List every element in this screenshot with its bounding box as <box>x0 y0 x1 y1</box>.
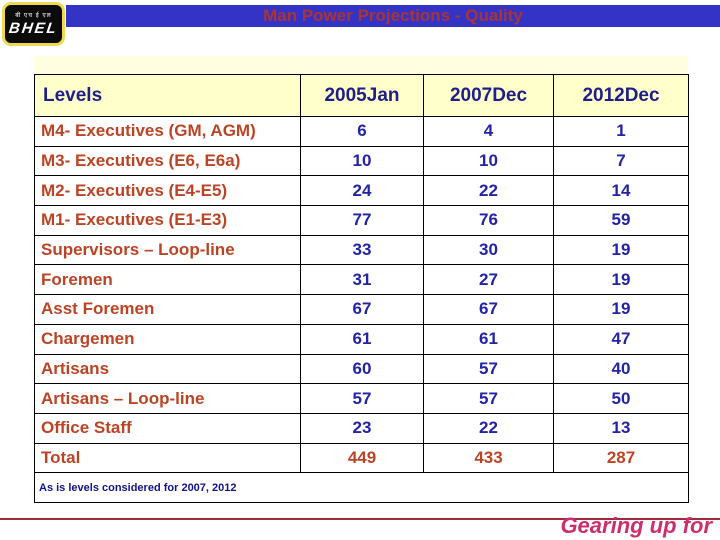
level-label: Artisans – Loop-line <box>34 383 301 414</box>
value-2007: 22 <box>423 412 554 444</box>
value-2007: 22 <box>423 175 554 207</box>
slide-title-bar: Man Power Projections - Quality <box>66 5 720 27</box>
table-footnote-row: As is levels considered for 2007, 2012 <box>34 472 689 503</box>
value-2007: 61 <box>423 323 554 355</box>
total-2005: 449 <box>300 442 424 474</box>
value-2007: 57 <box>423 353 554 385</box>
table-row: Chargemen 61 61 47 <box>34 323 689 355</box>
level-label: M1- Executives (E1-E3) <box>34 205 301 236</box>
value-2012: 59 <box>553 205 689 236</box>
total-2007: 433 <box>423 442 554 474</box>
table-row: M1- Executives (E1-E3) 77 76 59 <box>34 205 689 236</box>
value-2005: 33 <box>300 234 424 266</box>
value-2012: 19 <box>553 264 689 296</box>
total-2012: 287 <box>553 442 689 474</box>
table-row: Artisans 60 57 40 <box>34 353 689 385</box>
level-label: Artisans <box>34 353 301 385</box>
level-label: Chargemen <box>34 323 301 355</box>
value-2007: 4 <box>423 116 554 147</box>
logo-hindi-text: बी एच ई एल <box>15 12 52 19</box>
table-row: Artisans – Loop-line 57 57 50 <box>34 383 689 414</box>
value-2005: 6 <box>300 116 424 147</box>
value-2012: 19 <box>553 294 689 325</box>
column-header-2005jan: 2005Jan <box>300 74 424 117</box>
page-title: Man Power Projections - Quality <box>263 6 523 25</box>
value-2005: 31 <box>300 264 424 296</box>
value-2012: 47 <box>553 323 689 355</box>
table-footnote: As is levels considered for 2007, 2012 <box>34 472 689 503</box>
logo-brand-text: BHEL <box>7 19 60 37</box>
bottom-rule <box>0 518 720 520</box>
value-2012: 40 <box>553 353 689 385</box>
table-row: Office Staff 23 22 13 <box>34 412 689 444</box>
value-2007: 57 <box>423 383 554 414</box>
value-2005: 24 <box>300 175 424 207</box>
value-2005: 10 <box>300 145 424 177</box>
value-2012: 19 <box>553 234 689 266</box>
table-top-strip <box>34 56 688 74</box>
value-2012: 1 <box>553 116 689 147</box>
column-header-2007dec: 2007Dec <box>423 74 554 117</box>
column-header-levels: Levels <box>34 74 301 117</box>
level-label: Asst Foremen <box>34 294 301 325</box>
table-row: M4- Executives (GM, AGM) 6 4 1 <box>34 116 689 147</box>
value-2012: 14 <box>553 175 689 207</box>
manpower-table: Levels 2005Jan 2007Dec 2012Dec M4- Execu… <box>34 74 689 503</box>
value-2005: 67 <box>300 294 424 325</box>
table-header-row: Levels 2005Jan 2007Dec 2012Dec <box>34 74 689 117</box>
level-label: Office Staff <box>34 412 301 444</box>
table-row: Foremen 31 27 19 <box>34 264 689 296</box>
value-2005: 60 <box>300 353 424 385</box>
total-label: Total <box>34 442 301 474</box>
value-2007: 30 <box>423 234 554 266</box>
value-2012: 7 <box>553 145 689 177</box>
bhel-logo: बी एच ई एल BHEL <box>2 2 65 46</box>
tagline-text: Gearing up for <box>560 513 712 538</box>
table-total-row: Total 449 433 287 <box>34 442 689 474</box>
table-row: M3- Executives (E6, E6a) 10 10 7 <box>34 145 689 177</box>
value-2007: 67 <box>423 294 554 325</box>
value-2005: 61 <box>300 323 424 355</box>
table-row: Supervisors – Loop-line 33 30 19 <box>34 234 689 266</box>
level-label: Foremen <box>34 264 301 296</box>
value-2012: 50 <box>553 383 689 414</box>
column-header-2012dec: 2012Dec <box>553 74 689 117</box>
value-2007: 10 <box>423 145 554 177</box>
level-label: Supervisors – Loop-line <box>34 234 301 266</box>
value-2005: 57 <box>300 383 424 414</box>
value-2005: 23 <box>300 412 424 444</box>
level-label: M4- Executives (GM, AGM) <box>34 116 301 147</box>
value-2007: 76 <box>423 205 554 236</box>
level-label: M2- Executives (E4-E5) <box>34 175 301 207</box>
value-2007: 27 <box>423 264 554 296</box>
table-row: M2- Executives (E4-E5) 24 22 14 <box>34 175 689 207</box>
level-label: M3- Executives (E6, E6a) <box>34 145 301 177</box>
table-row: Asst Foremen 67 67 19 <box>34 294 689 325</box>
value-2005: 77 <box>300 205 424 236</box>
value-2012: 13 <box>553 412 689 444</box>
